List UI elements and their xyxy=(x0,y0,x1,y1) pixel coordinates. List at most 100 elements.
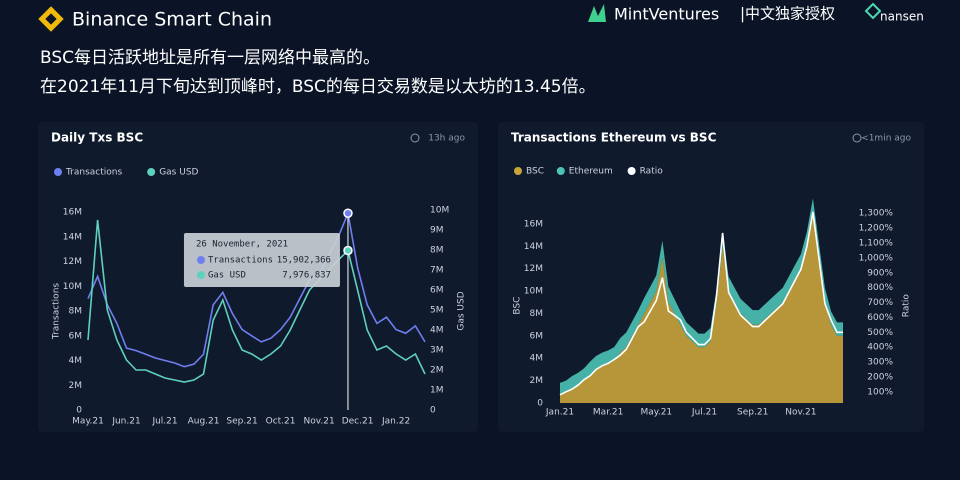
hover-point xyxy=(343,245,353,256)
chart-title: Daily Txs BSC xyxy=(51,131,143,145)
y2-tick-label: 0 xyxy=(430,406,436,416)
y-tick-label: 12M xyxy=(63,257,82,267)
y2-tick-label: 200% xyxy=(867,372,893,382)
y-tick-label: 10M xyxy=(63,282,82,292)
tooltip-swatch xyxy=(196,256,205,264)
y2-tick-label: 800% xyxy=(867,283,893,293)
legend-label: BSC xyxy=(526,167,544,177)
x-tick-label: Aug.21 xyxy=(188,417,220,427)
nansen-logo xyxy=(864,2,882,20)
y2-axis-title: Ratio xyxy=(902,294,912,318)
series-line xyxy=(559,211,843,396)
y2-tick-label: 500% xyxy=(867,328,893,338)
y-tick-label: 4M xyxy=(530,354,544,364)
headline: 在2021年11月下旬达到顶峰时，BSC的每日交易数是以太坊的13.45倍。 xyxy=(40,77,596,97)
legend-label: Gas USD xyxy=(159,168,198,178)
y-tick-label: 2M xyxy=(530,376,544,386)
brand: Binance Smart Chain xyxy=(72,9,272,31)
license: |中文独家授权 xyxy=(740,5,835,23)
x-tick-label: Oct.21 xyxy=(266,417,296,427)
series-line xyxy=(87,210,426,368)
legend-label: Ethereum xyxy=(569,167,613,177)
y2-tick-label: 1,100% xyxy=(859,238,894,248)
y-tick-label: 0 xyxy=(76,406,82,416)
y2-tick-label: 1,200% xyxy=(859,224,894,234)
x-tick-label: Mar.21 xyxy=(593,408,623,418)
legend-swatch xyxy=(556,167,565,175)
x-tick-label: Nov.21 xyxy=(785,408,816,418)
partner: MintVentures xyxy=(614,5,719,24)
y2-tick-label: 7M xyxy=(430,266,444,276)
y2-tick-label: 9M xyxy=(430,226,444,236)
updated: 13h ago xyxy=(428,134,465,144)
y-tick-label: 12M xyxy=(524,264,543,274)
y2-tick-label: 3M xyxy=(430,346,444,356)
y2-tick-label: 2M xyxy=(430,366,444,376)
x-tick-label: Jul.21 xyxy=(691,408,717,418)
hover-point xyxy=(343,208,353,218)
y-tick-label: 16M xyxy=(524,219,543,229)
y2-tick-label: 1,300% xyxy=(859,209,894,219)
legend-label: Ratio xyxy=(640,167,664,177)
series-area xyxy=(560,198,843,394)
y2-tick-label: 8M xyxy=(430,246,444,256)
y-tick-label: 6M xyxy=(69,331,83,341)
y2-tick-label: 100% xyxy=(867,387,893,397)
x-tick-label: Jan.21 xyxy=(545,408,574,418)
y2-tick-label: 6M xyxy=(430,286,444,296)
tooltip-value: 7,976,837 xyxy=(282,271,331,281)
y-axis-title: BSC xyxy=(513,297,523,315)
mint-logo xyxy=(588,4,606,22)
x-tick-label: Jun.21 xyxy=(111,417,140,427)
tooltip-value: 15,902,366 xyxy=(277,256,331,266)
x-tick-label: Dec.21 xyxy=(342,417,374,427)
y2-tick-label: 600% xyxy=(867,313,893,323)
y-tick-label: 14M xyxy=(63,232,82,242)
y-tick-label: 16M xyxy=(63,208,82,218)
chart-title: Transactions Ethereum vs BSC xyxy=(511,131,717,145)
y2-tick-label: 10M xyxy=(430,206,449,216)
x-tick-label: May.21 xyxy=(641,408,673,418)
series-line xyxy=(87,219,426,383)
y-tick-label: 4M xyxy=(69,356,83,366)
clock-icon xyxy=(410,133,420,143)
legend-swatch xyxy=(627,167,636,175)
x-tick-label: Sep.21 xyxy=(737,408,768,418)
tooltip-name: Transactions xyxy=(208,256,273,266)
x-tick-label: Jan.22 xyxy=(381,417,410,427)
y2-tick-label: 900% xyxy=(867,268,893,278)
x-tick-label: Sep.21 xyxy=(226,417,257,427)
y-tick-label: 10M xyxy=(524,287,543,297)
y2-tick-label: 400% xyxy=(867,343,893,353)
y2-axis-title: Gas USD xyxy=(457,291,467,330)
y2-tick-label: 4M xyxy=(430,326,444,336)
y2-tick-label: 700% xyxy=(867,298,893,308)
series-area xyxy=(560,212,843,403)
binance-logo xyxy=(38,6,64,32)
tooltip-swatch xyxy=(196,271,205,279)
legend-swatch xyxy=(54,168,62,176)
tooltip xyxy=(183,233,340,287)
y-axis-title: Transactions xyxy=(52,283,62,340)
y2-tick-label: 1M xyxy=(430,386,444,396)
legend-label: Transactions xyxy=(65,168,122,178)
x-tick-label: Jul.21 xyxy=(151,417,177,427)
x-tick-label: May.21 xyxy=(72,417,104,427)
clock-icon xyxy=(852,133,862,143)
tooltip-title: 26 November, 2021 xyxy=(196,240,288,250)
y2-tick-label: 1,000% xyxy=(859,253,894,263)
legend-swatch xyxy=(514,167,522,175)
y2-tick-label: 5M xyxy=(430,306,444,316)
y-tick-label: 8M xyxy=(69,307,83,317)
updated: <1min ago xyxy=(861,134,911,144)
y-tick-label: 6M xyxy=(530,331,544,341)
partner2: nansen xyxy=(880,10,924,24)
tooltip-name: Gas USD xyxy=(208,271,246,281)
y-tick-label: 14M xyxy=(524,242,543,252)
y-tick-label: 8M xyxy=(530,309,544,319)
y2-tick-label: 300% xyxy=(867,358,893,368)
y-tick-label: 0 xyxy=(537,399,543,409)
x-tick-label: Nov.21 xyxy=(303,417,334,427)
